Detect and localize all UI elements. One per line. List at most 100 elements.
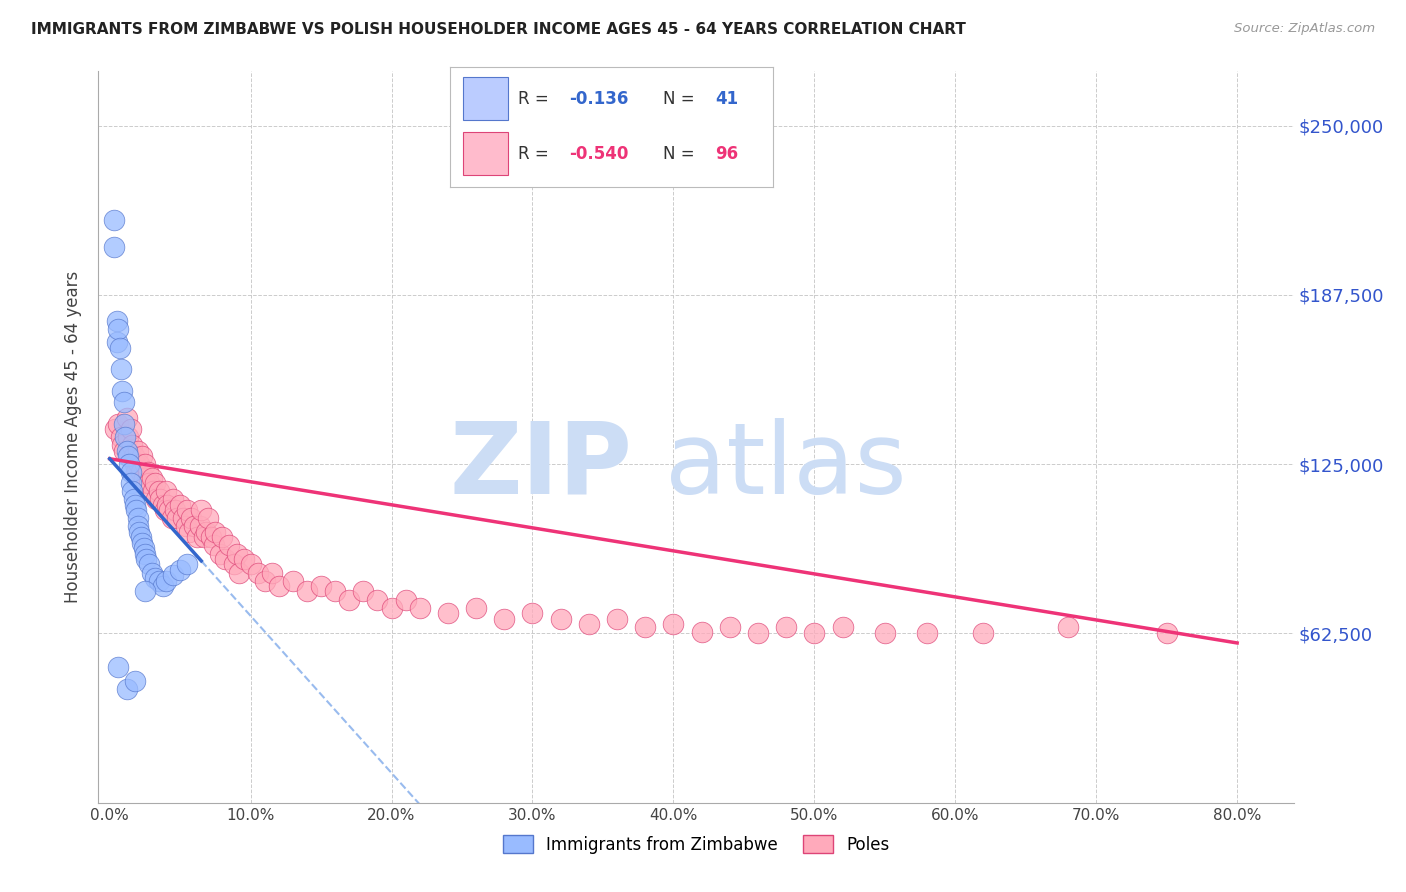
Point	[128, 457, 150, 471]
Point	[107, 322, 129, 336]
Point	[214, 552, 236, 566]
Point	[107, 417, 129, 431]
Point	[134, 547, 156, 561]
Bar	[463, 132, 508, 175]
Point	[309, 579, 332, 593]
Text: ZIP: ZIP	[449, 417, 633, 515]
Point	[149, 492, 172, 507]
Point	[190, 503, 212, 517]
Point	[124, 498, 146, 512]
Point	[129, 530, 152, 544]
Point	[142, 484, 165, 499]
Point	[125, 503, 148, 517]
Point	[267, 579, 290, 593]
Point	[107, 660, 129, 674]
Point	[112, 417, 135, 431]
Point	[163, 503, 186, 517]
Point	[111, 438, 134, 452]
Point	[108, 341, 131, 355]
Point	[110, 362, 132, 376]
Point	[225, 547, 247, 561]
Point	[141, 471, 163, 485]
Point	[323, 584, 346, 599]
Point	[103, 213, 125, 227]
Point	[1156, 626, 1178, 640]
Point	[135, 552, 157, 566]
Point	[105, 313, 128, 327]
Point	[112, 443, 135, 458]
Point	[166, 511, 188, 525]
Point	[117, 449, 139, 463]
Text: 41: 41	[716, 90, 738, 109]
Text: R =: R =	[517, 145, 554, 162]
Point	[134, 457, 156, 471]
Point	[145, 492, 167, 507]
Point	[208, 547, 231, 561]
Point	[1057, 620, 1080, 634]
Point	[118, 449, 141, 463]
Point	[141, 566, 163, 580]
Point	[103, 240, 125, 254]
Point	[172, 511, 194, 525]
Point	[121, 438, 143, 452]
Point	[606, 611, 628, 625]
Point	[138, 558, 160, 572]
Point	[366, 592, 388, 607]
Point	[174, 519, 197, 533]
Point	[295, 584, 318, 599]
Point	[228, 566, 250, 580]
Text: IMMIGRANTS FROM ZIMBABWE VS POLISH HOUSEHOLDER INCOME AGES 45 - 64 YEARS CORRELA: IMMIGRANTS FROM ZIMBABWE VS POLISH HOUSE…	[31, 22, 966, 37]
Point	[253, 574, 276, 588]
Point	[115, 681, 138, 696]
Point	[124, 673, 146, 688]
Point	[124, 457, 146, 471]
Point	[437, 606, 460, 620]
Point	[143, 476, 166, 491]
Point	[131, 449, 153, 463]
Point	[132, 541, 155, 556]
Point	[148, 484, 170, 499]
Point	[200, 530, 222, 544]
Point	[148, 574, 170, 588]
Point	[104, 422, 127, 436]
Point	[522, 606, 544, 620]
Point	[972, 626, 994, 640]
Point	[129, 465, 152, 479]
Point	[873, 626, 896, 640]
Point	[193, 530, 215, 544]
Point	[395, 592, 418, 607]
Legend: Immigrants from Zimbabwe, Poles: Immigrants from Zimbabwe, Poles	[496, 829, 896, 860]
Point	[690, 625, 713, 640]
Point	[183, 519, 205, 533]
Point	[152, 579, 174, 593]
Point	[162, 492, 184, 507]
Point	[177, 524, 200, 539]
Point	[112, 395, 135, 409]
Point	[105, 335, 128, 350]
Point	[718, 620, 741, 634]
Point	[132, 471, 155, 485]
Point	[188, 519, 211, 533]
Text: Source: ZipAtlas.com: Source: ZipAtlas.com	[1234, 22, 1375, 36]
Point	[180, 511, 202, 525]
Point	[803, 626, 825, 640]
Point	[114, 430, 136, 444]
Point	[281, 574, 304, 588]
Point	[110, 430, 132, 444]
Point	[115, 443, 138, 458]
Point	[118, 457, 141, 471]
Point	[550, 611, 572, 625]
Point	[120, 465, 142, 479]
Point	[120, 476, 142, 491]
Point	[120, 422, 142, 436]
Point	[775, 620, 797, 634]
Text: -0.136: -0.136	[569, 90, 628, 109]
Point	[152, 498, 174, 512]
Point	[162, 568, 184, 582]
Point	[222, 558, 245, 572]
Point	[155, 574, 177, 588]
Point	[125, 465, 148, 479]
Point	[186, 530, 208, 544]
Text: N =: N =	[664, 90, 700, 109]
Point	[662, 617, 685, 632]
